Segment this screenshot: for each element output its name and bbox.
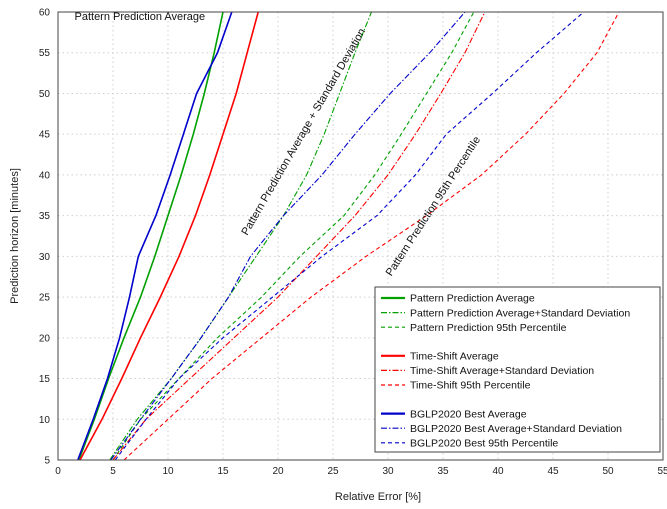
y-tick-label: 50 [39,89,51,100]
y-tick-label: 10 [39,415,51,426]
legend-label-3: Time-Shift Average [410,351,499,363]
legend-label-1: Pattern Prediction Average+Standard Devi… [410,307,630,319]
series-line-2 [112,11,475,461]
y-tick-label: 15 [39,374,51,385]
series-line-3 [79,11,259,461]
x-tick-labels: 0 5 10 15 20 25 30 35 40 45 50 55 [55,466,667,477]
y-tick-labels: 5 10 15 20 25 30 35 40 45 50 55 60 [39,8,51,467]
y-tick-label: 60 [39,8,51,19]
x-tick-label: 40 [492,466,504,477]
series-line-7 [110,11,466,461]
x-tick-label: 35 [437,466,449,477]
x-tick-label: 10 [162,466,174,477]
x-tick-label: 20 [272,466,284,477]
series-line-8 [114,11,585,461]
x-tick-label: 25 [327,466,339,477]
series-line-5 [123,11,620,461]
x-tick-label: 45 [547,466,559,477]
legend-label-5: Time-Shift 95th Percentile [410,380,531,392]
y-tick-label: 45 [39,130,51,141]
series-line-6 [77,11,233,461]
series-line-4 [112,11,486,461]
y-tick-label: 30 [39,252,51,263]
series-line-0 [78,11,224,461]
x-tick-label: 0 [55,466,61,477]
legend-label-2: Pattern Prediction 95th Percentile [410,322,567,334]
plot-frame [57,11,664,461]
y-tick-label: 55 [39,48,51,59]
annotation-0: Pattern Prediction Average [75,11,206,23]
series-layer [77,11,620,461]
legend-label-4: Time-Shift Average+Standard Deviation [410,365,594,377]
y-tick-label: 5 [44,456,50,467]
x-tick-label: 15 [217,466,229,477]
y-axis-label: Prediction horizon [minutes] [9,168,21,304]
y-tick-label: 40 [39,170,51,181]
x-tick-label: 50 [602,466,614,477]
legend-label-8: BGLP2020 Best 95th Percentile [410,438,558,450]
legend-label-6: BGLP2020 Best Average [410,408,527,420]
legend-label-0: Pattern Prediction Average [410,293,535,305]
y-tick-label: 35 [39,211,51,222]
legend: Pattern Prediction Average Pattern Predic… [374,286,661,453]
x-tick-label: 55 [657,466,667,477]
x-axis-label: Relative Error [%] [335,491,421,503]
legend-box [374,286,661,453]
x-tick-label: 30 [382,466,394,477]
y-tick-label: 20 [39,333,51,344]
x-tick-label: 5 [110,466,116,477]
y-tick-label: 25 [39,293,51,304]
legend-label-7: BGLP2020 Best Average+Standard Deviation [410,423,622,435]
